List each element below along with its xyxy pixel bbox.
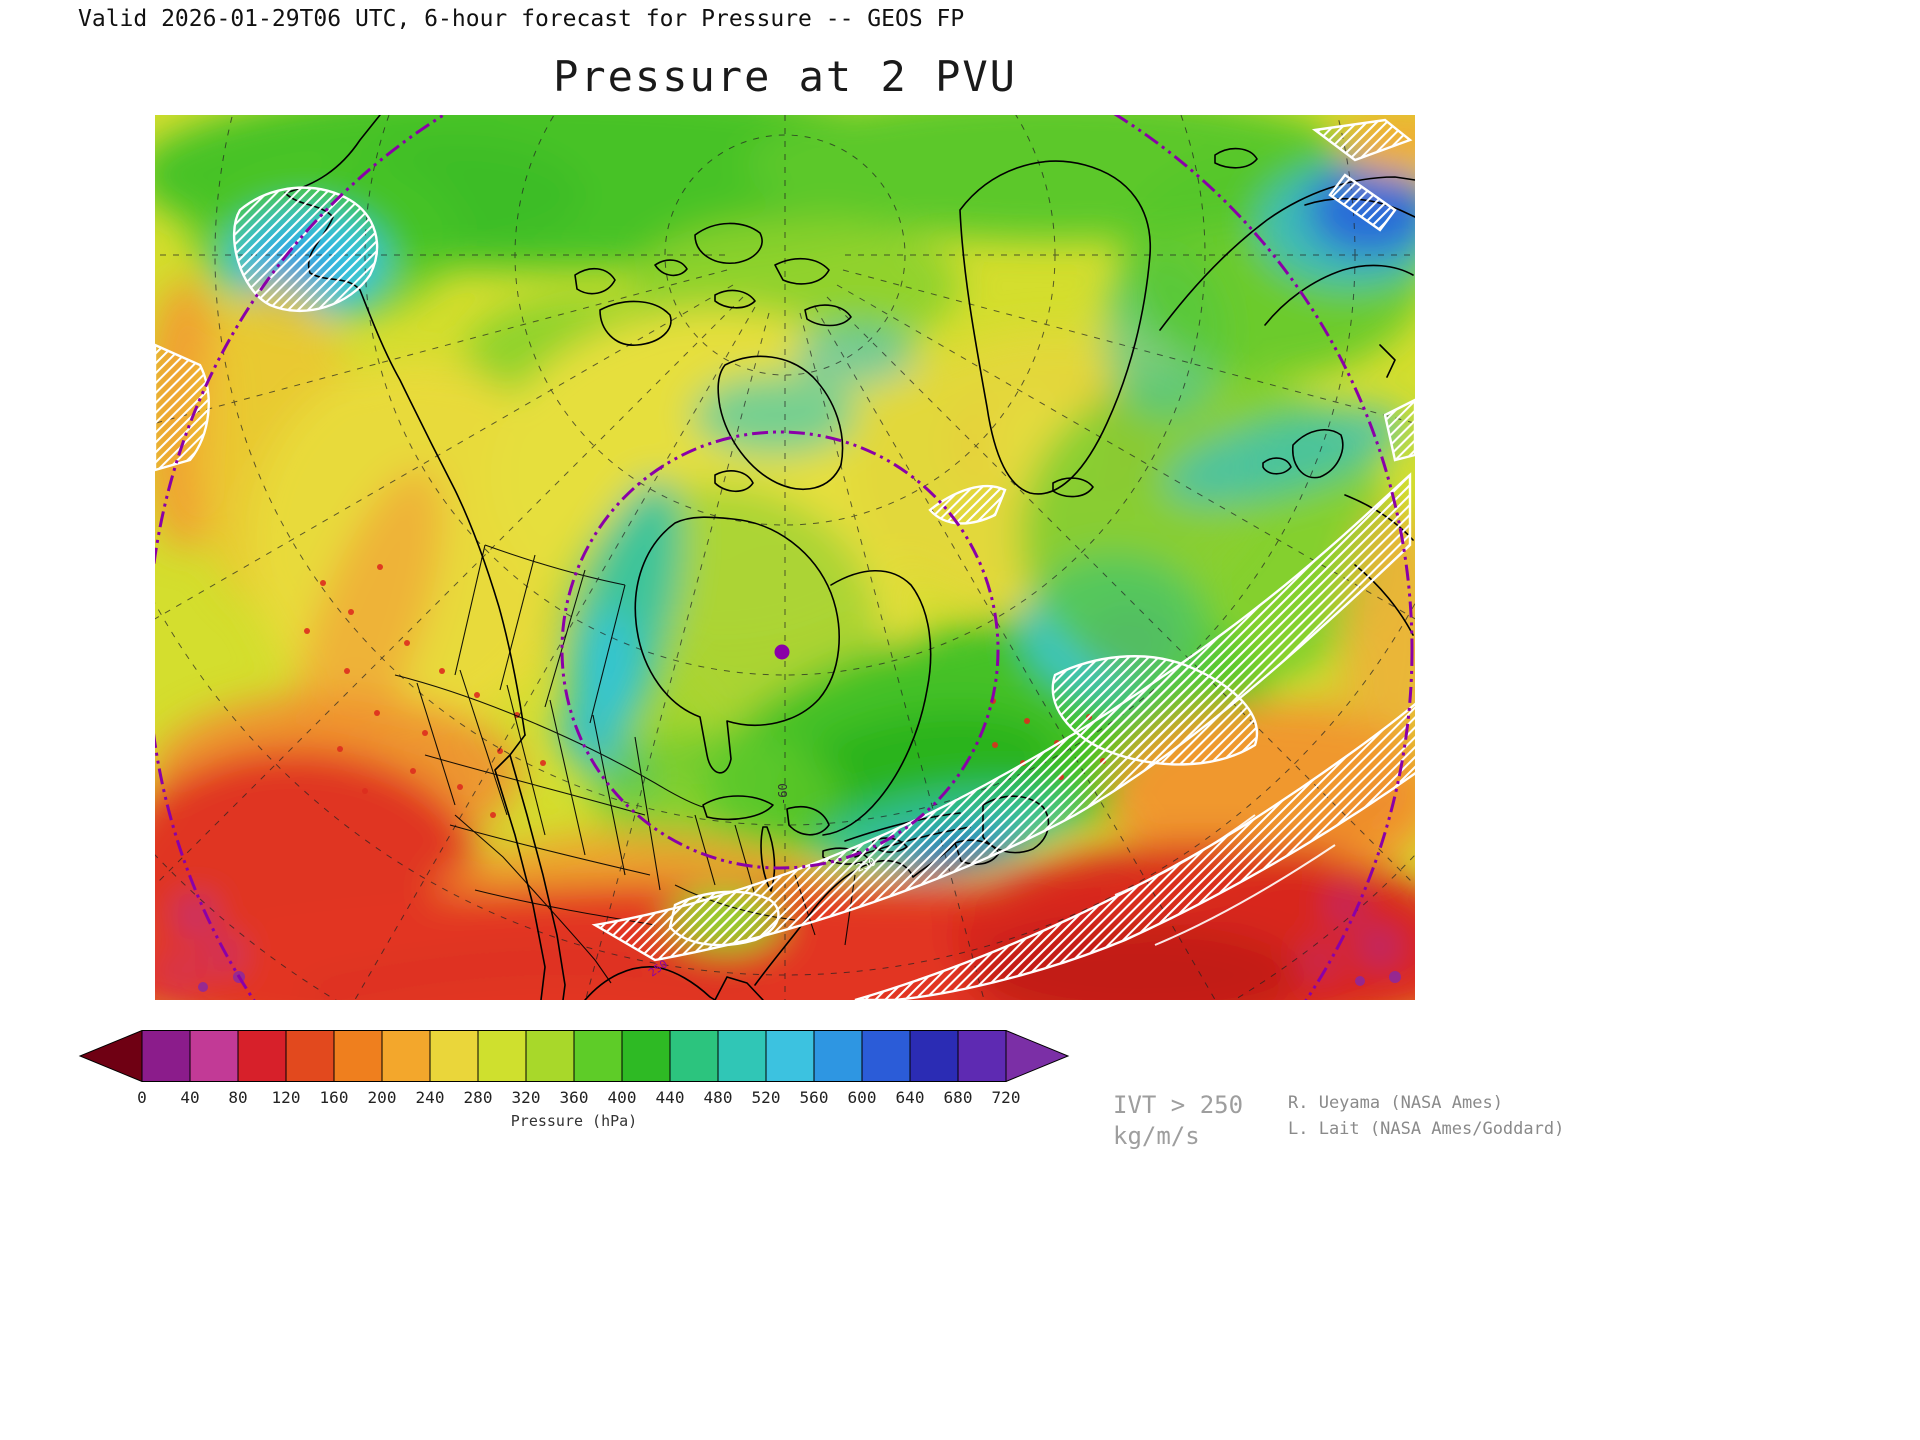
valid-time-line: Valid 2026-01-29T06 UTC, 6-hour forecast…	[78, 6, 965, 32]
colorbar-tick: 520	[751, 1088, 781, 1107]
subsolar-dot	[774, 644, 790, 660]
colorbar-tick: 280	[463, 1088, 493, 1107]
map-panel: -60 250 250	[155, 115, 1415, 1000]
colorbar-ticks: 0 40 80 120 160 200 240 280 320 360 400 440 480 520 56…	[137, 1088, 1020, 1110]
graticule	[155, 115, 1415, 1000]
coastlines	[284, 115, 1415, 1000]
colorbar-tick: 560	[799, 1088, 829, 1107]
colorbar-cell	[237, 1030, 287, 1082]
colorbar-tick: 480	[703, 1088, 733, 1107]
colorbar-tick: 360	[559, 1088, 589, 1107]
credits: R. Ueyama (NASA Ames) L. Lait (NASA Ames…	[1288, 1090, 1564, 1143]
colorbar-cell	[717, 1030, 767, 1082]
colorbar-cell	[573, 1030, 623, 1082]
map-canvas: -60 250 250	[155, 115, 1415, 1000]
colorbar-cell	[669, 1030, 719, 1082]
colorbar-tick: 0	[137, 1088, 147, 1107]
credit-line-1: R. Ueyama (NASA Ames)	[1288, 1093, 1503, 1113]
colorbar-tick: 40	[180, 1088, 200, 1107]
colorbar-cell	[957, 1030, 1007, 1082]
credit-line-2: L. Lait (NASA Ames/Goddard)	[1288, 1119, 1565, 1140]
meridian-label: -60	[776, 783, 790, 805]
colorbar-cell	[189, 1030, 239, 1082]
ivt-threshold-label: IVT > 250 kg/m/s	[1113, 1090, 1243, 1152]
colorbar-cell	[381, 1030, 431, 1082]
colorbar-cell	[477, 1030, 527, 1082]
colorbar-cell	[333, 1030, 383, 1082]
ivt-line-2: kg/m/s	[1113, 1122, 1200, 1151]
colorbar-tick: 200	[367, 1088, 397, 1107]
white-contours	[1114, 814, 1336, 946]
colorbar-tick: 640	[895, 1088, 925, 1107]
colorbar-axis-label: Pressure (hPa)	[510, 1112, 638, 1130]
colorbar-tick: 120	[271, 1088, 301, 1107]
colorbar-cell	[861, 1030, 911, 1082]
colorbar-cell	[909, 1030, 959, 1082]
colorbar-cell	[429, 1030, 479, 1082]
colorbar-tick: 680	[943, 1088, 973, 1107]
colorbar	[78, 1030, 1070, 1082]
colorbar-tick: 440	[655, 1088, 685, 1107]
colorbar-cell	[765, 1030, 815, 1082]
plot-title: Pressure at 2 PVU	[553, 52, 1017, 101]
colorbar-cell	[621, 1030, 671, 1082]
colorbar-cell	[141, 1030, 191, 1082]
colorbar-tick: 80	[228, 1088, 248, 1107]
colorbar-tick: 320	[511, 1088, 541, 1107]
colorbar-tick: 720	[991, 1088, 1021, 1107]
colorbar-tick: 400	[607, 1088, 637, 1107]
colorbar-tick: 600	[847, 1088, 877, 1107]
colorbar-tick: 160	[319, 1088, 349, 1107]
colorbar-tick: 240	[415, 1088, 445, 1107]
colorbar-cell	[525, 1030, 575, 1082]
colorbar-left-arrow	[78, 1030, 143, 1082]
colorbar-right-arrow	[1005, 1030, 1070, 1082]
colorbar-cell	[813, 1030, 863, 1082]
ivt-line-1: IVT > 250	[1113, 1091, 1244, 1119]
colorbar-cell	[285, 1030, 335, 1082]
terminator-circles	[155, 115, 1414, 1000]
